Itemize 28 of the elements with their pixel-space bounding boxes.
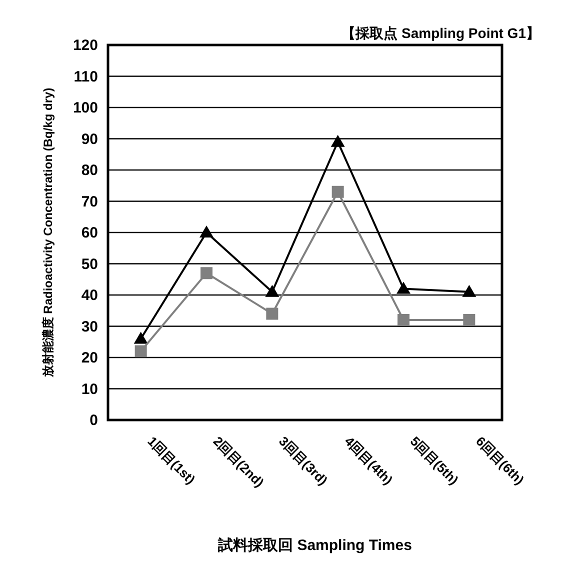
x-axis-title: 試料採取回 Sampling Times <box>217 537 412 554</box>
point <box>396 282 410 294</box>
point <box>332 186 344 198</box>
y-tick-label: 20 <box>81 350 98 366</box>
point <box>398 314 410 326</box>
point <box>463 314 476 326</box>
y-tick-label: 90 <box>81 130 98 148</box>
y-tick-label: 60 <box>81 224 98 242</box>
y-tick-label: 100 <box>72 100 98 116</box>
point <box>330 134 345 147</box>
y-tick-label: 70 <box>81 193 98 210</box>
point <box>200 226 214 238</box>
point <box>266 308 278 320</box>
chart-title: 【採取点 Sampling Point G1】 <box>342 25 540 41</box>
y-tick-label: 120 <box>72 37 98 54</box>
y-tick-label: 40 <box>81 287 98 304</box>
y-tick-label: 50 <box>81 256 98 273</box>
point <box>462 284 476 297</box>
point <box>265 284 280 297</box>
y-tick-label: 80 <box>81 162 98 179</box>
y-tick-label: 10 <box>81 380 98 398</box>
point <box>200 267 212 280</box>
y-axis-title: 放射能濃度 Radioactivity Concentration (Bq/kg dry) <box>41 88 55 378</box>
y-tick-label: 110 <box>74 68 98 86</box>
point <box>134 345 147 358</box>
point <box>134 332 148 344</box>
y-tick-label: 0 <box>90 412 98 429</box>
y-tick-label: 30 <box>81 318 98 336</box>
